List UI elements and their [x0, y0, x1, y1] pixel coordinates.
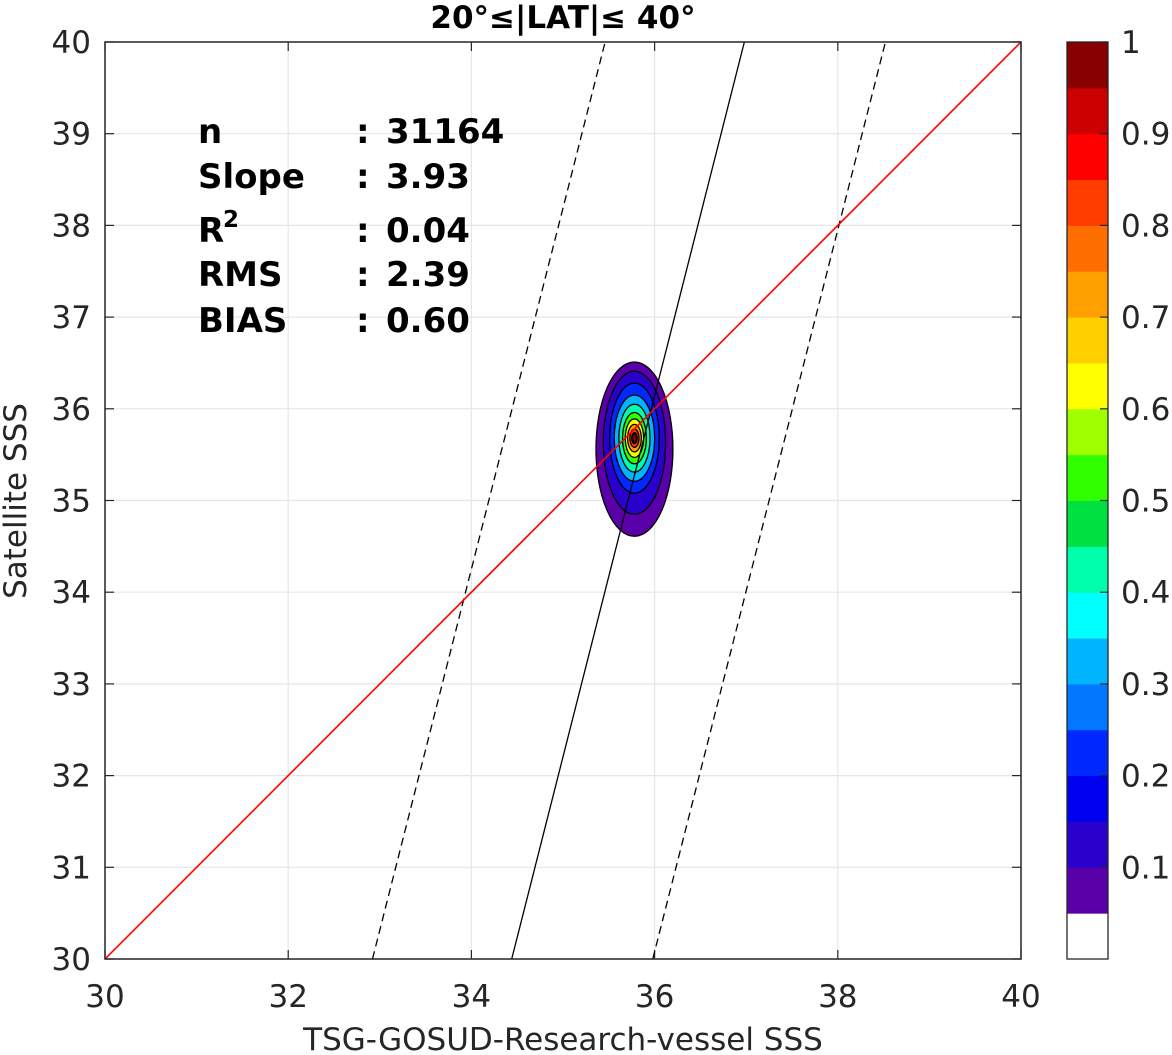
y-tick-label: 39: [52, 117, 91, 153]
colorbar-segment: [1067, 271, 1108, 318]
colorbar-segment: [1067, 454, 1108, 501]
stat-value: 0.60: [386, 301, 470, 341]
stat-separator: :: [356, 211, 370, 251]
statistics-panel: n: 31164 Slope: 3.93 R2: 0.04 RMS: 2.39 BIAS…: [198, 112, 504, 341]
chart-title: 20°≤|LAT|≤ 40°: [430, 0, 695, 36]
colorbar-segment: [1067, 821, 1108, 868]
colorbar-segment: [1067, 225, 1108, 272]
density-peak: [631, 433, 637, 443]
y-tick-label: 37: [52, 300, 91, 336]
identity-line: [105, 42, 1021, 959]
colorbar-tick-label: 0.2: [1121, 759, 1170, 795]
colorbar: 0.1 0.2 0.3 0.4 0.5 0.6 0.7 0.8 0.9 1: [1066, 25, 1170, 960]
x-tick-label: 40: [1001, 979, 1040, 1015]
y-tick-label: 38: [52, 208, 91, 244]
stat-label: Slope: [198, 157, 305, 197]
colorbar-segment: [1067, 362, 1108, 410]
x-tick-label: 36: [635, 979, 674, 1015]
colorbar-tick-label: 0.7: [1121, 300, 1170, 336]
colorbar-segment: [1067, 408, 1108, 456]
y-tick-label: 36: [52, 392, 91, 428]
colorbar-segment: [1067, 683, 1108, 731]
y-tick-label: 31: [52, 850, 91, 886]
x-axis-label: TSG-GOSUD-Research-vessel SSS: [302, 1022, 823, 1055]
colorbar-segment: [1067, 638, 1108, 685]
colorbar-segment: [1067, 317, 1108, 364]
fit-upper-line: [371, 42, 606, 959]
colorbar-tick-label: 0.9: [1121, 117, 1170, 153]
fit-line: [511, 42, 745, 959]
colorbar-segment: [1067, 913, 1108, 960]
y-tick-label: 30: [52, 942, 91, 978]
reference-lines: [105, 42, 1021, 959]
colorbar-segment: [1067, 133, 1108, 181]
stat-value: 3.93: [386, 157, 470, 197]
x-tick-label: 38: [818, 979, 857, 1015]
stat-label: RMS: [198, 255, 283, 295]
colorbar-segment: [1067, 729, 1108, 777]
fit-lower-line: [652, 42, 887, 959]
stat-value: 31164: [386, 112, 504, 152]
colorbar-tick-label: 0.4: [1121, 575, 1170, 611]
stat-separator: :: [356, 301, 370, 341]
stat-label-superscript: 2: [223, 207, 239, 233]
y-tick-label: 35: [52, 484, 91, 520]
colorbar-segment: [1067, 546, 1108, 593]
stat-separator: :: [356, 112, 370, 152]
stat-value: 2.39: [386, 255, 470, 295]
x-tick-label: 34: [452, 979, 491, 1015]
y-tick-label: 32: [52, 759, 91, 795]
colorbar-tick-label: 0.1: [1121, 850, 1170, 886]
stat-label: n: [198, 112, 222, 152]
colorbar-tick-label: 0.8: [1121, 208, 1170, 244]
y-axis-label: Satellite SSS: [0, 403, 34, 599]
colorbar-segment: [1067, 87, 1108, 135]
stat-separator: :: [356, 255, 370, 295]
colorbar-tick-label: 0.5: [1121, 484, 1170, 520]
stat-label: R: [198, 211, 224, 251]
y-tick-label: 40: [52, 25, 91, 61]
colorbar-tick-label: 0.3: [1121, 667, 1170, 703]
x-tick-label: 32: [268, 979, 307, 1015]
y-tick-label: 34: [52, 575, 91, 611]
colorbar-segment: [1067, 592, 1108, 639]
stat-value: 0.04: [386, 211, 470, 251]
x-tick-label: 30: [85, 979, 124, 1015]
colorbar-tick-label: 0.6: [1121, 392, 1170, 428]
colorbar-segment: [1067, 775, 1108, 822]
axes-box: [104, 41, 1022, 960]
colorbar-segment: [1067, 42, 1108, 89]
stat-label: BIAS: [198, 301, 287, 341]
colorbar-segment: [1067, 500, 1108, 547]
plot-area: 30 32 34 36 38 40 30 31 32 33 34 35 36 37 38 39 40: [52, 25, 1041, 1015]
stat-separator: :: [356, 157, 370, 197]
y-tick-label: 33: [52, 667, 91, 703]
density-contours: [595, 361, 674, 537]
colorbar-segment: [1067, 179, 1108, 226]
colorbar-tick-label: 1: [1121, 25, 1141, 61]
colorbar-segment: [1067, 867, 1108, 914]
